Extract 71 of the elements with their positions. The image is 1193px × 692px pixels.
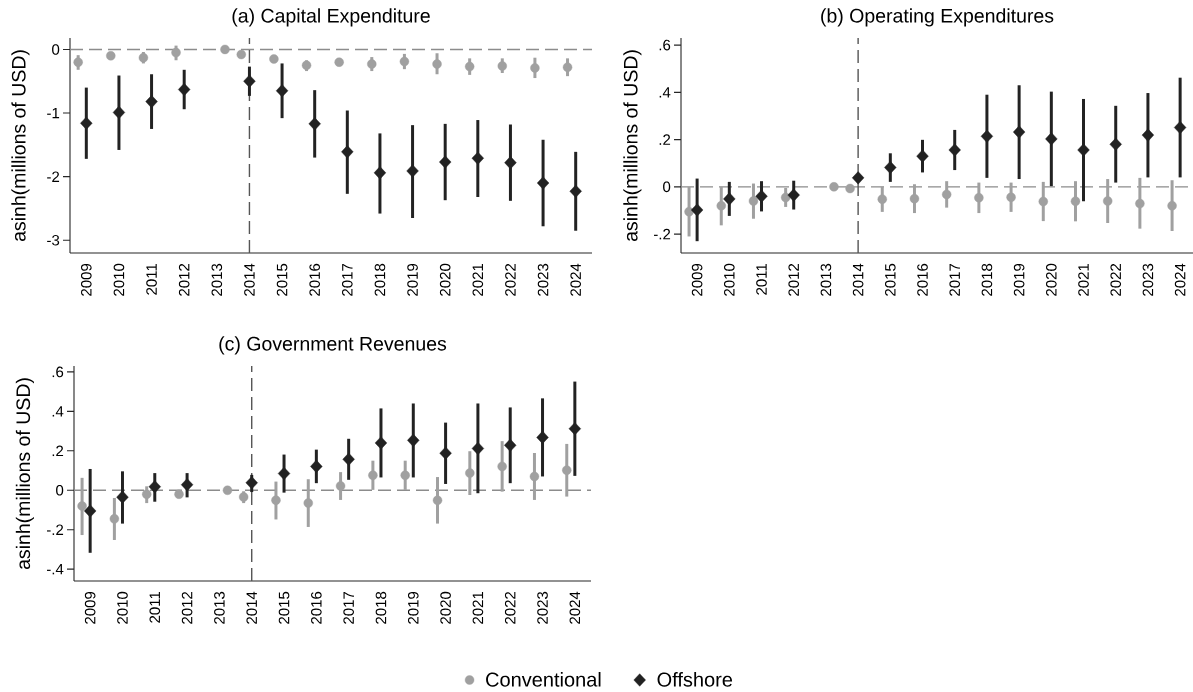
x-tick-label: 2015 (885, 263, 896, 296)
x-tick-label: 2009 (84, 591, 96, 624)
x-tick-label: 2016 (311, 591, 322, 624)
x-tick-label: 2016 (309, 263, 320, 296)
x-tick-label: 2018 (981, 263, 993, 296)
x-tick-label: 2021 (472, 591, 484, 624)
x-tick-label: 2023 (537, 591, 548, 624)
x-tick-label: 2015 (278, 591, 290, 624)
x-tick-label: 2019 (1013, 263, 1025, 296)
y-tick-label: .6 (659, 39, 671, 51)
x-tick-label: 2011 (149, 591, 161, 623)
x-tick-label: 2013 (820, 263, 832, 296)
x-tick-label: 2013 (211, 263, 223, 296)
y-tick-label: -.2 (653, 228, 671, 240)
x-tick-label: 2024 (569, 591, 581, 624)
x-tick-label: 2010 (113, 263, 125, 296)
y-tick-label: 0 (663, 181, 671, 193)
y-tick-label: .4 (52, 406, 64, 417)
x-tick-label: 2020 (439, 263, 451, 296)
legend-label: Conventional (486, 672, 601, 687)
y-tick-label: .2 (659, 134, 671, 145)
x-tick-label: 2024 (1174, 263, 1186, 296)
y-axis-title: asinh(millions of USD) (15, 378, 34, 570)
x-tick-label: 2011 (756, 263, 767, 295)
y-tick-label: 0 (56, 484, 64, 496)
x-tick-label: 2021 (472, 263, 484, 296)
y-axis-title: asinh(millions of USD) (623, 50, 642, 242)
legend-label: Offshore (657, 672, 733, 687)
x-tick-label: 2016 (917, 263, 928, 296)
x-tick-label: 2022 (1110, 263, 1122, 296)
chart-title: (a) Capital Expenditure (232, 8, 430, 27)
x-tick-label: 2009 (691, 263, 703, 296)
x-tick-label: 2017 (949, 263, 961, 296)
x-tick-label: 2011 (146, 263, 157, 295)
x-tick-label: 2023 (537, 263, 549, 296)
chart-title: (c) Government Revenues (219, 336, 447, 355)
x-tick-label: 2020 (1046, 263, 1057, 296)
x-tick-label: 2022 (505, 263, 516, 296)
x-tick-label: 2012 (788, 263, 800, 296)
y-axis-title: asinh(millions of USD) (11, 50, 30, 242)
x-tick-label: 2017 (343, 591, 354, 624)
y-tick-label: .2 (52, 445, 64, 457)
x-tick-label: 2017 (342, 263, 353, 296)
x-tick-label: 2014 (246, 591, 258, 624)
x-tick-label: 2012 (178, 263, 190, 296)
x-tick-label: 2012 (181, 591, 193, 624)
x-tick-label: 2010 (117, 591, 128, 624)
x-tick-label: 2019 (407, 591, 419, 624)
x-tick-label: 2015 (276, 263, 288, 296)
x-tick-label: 2009 (81, 263, 92, 296)
y-tick-label: -2 (47, 171, 60, 182)
x-tick-label: 2019 (407, 263, 418, 296)
chart-title: (b) Operating Expenditures (821, 8, 1054, 27)
y-tick-label: -1 (47, 107, 60, 119)
x-tick-label: 2018 (375, 591, 387, 624)
y-tick-label: -.4 (46, 564, 64, 575)
x-tick-label: 2014 (244, 263, 255, 296)
y-tick-label: .4 (659, 87, 671, 98)
x-tick-label: 2010 (724, 263, 735, 296)
x-tick-label: 2023 (1142, 263, 1154, 296)
x-tick-label: 2014 (852, 263, 864, 296)
y-tick-label: 0 (52, 44, 60, 55)
y-tick-label: .6 (52, 366, 64, 378)
x-tick-label: 2024 (570, 263, 581, 296)
y-tick-label: -3 (47, 234, 60, 246)
x-tick-label: 2021 (1078, 263, 1089, 296)
x-tick-label: 2013 (214, 591, 225, 624)
x-tick-label: 2020 (440, 591, 451, 624)
x-tick-label: 2022 (504, 591, 516, 624)
x-tick-label: 2018 (374, 263, 386, 296)
y-tick-label: -.2 (46, 524, 64, 535)
